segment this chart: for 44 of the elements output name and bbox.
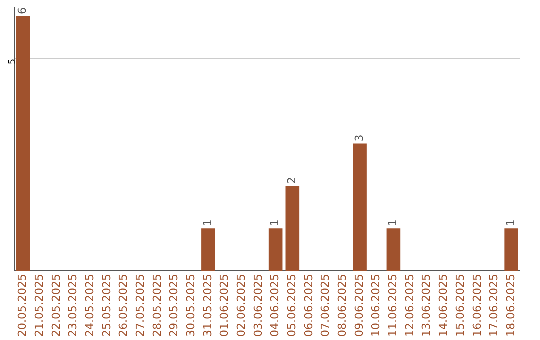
- data-label: 3: [352, 134, 366, 142]
- bar: [286, 186, 300, 272]
- x-tick-label: 21.05.2025: [32, 274, 46, 338]
- x-tick-label: 28.05.2025: [150, 274, 164, 338]
- x-tick-label: 29.05.2025: [168, 274, 181, 338]
- x-tick-label: 16.06.2025: [470, 274, 484, 338]
- data-label: 6: [16, 7, 30, 14]
- data-label: 1: [201, 220, 214, 227]
- x-tick-label: 03.06.2025: [252, 274, 265, 338]
- x-tick-label: 02.06.2025: [235, 274, 248, 338]
- bar: [16, 16, 30, 272]
- data-label: 1: [268, 220, 282, 227]
- x-tick-label: 06.06.2025: [302, 274, 316, 338]
- x-tick-label: 14.06.2025: [437, 274, 450, 338]
- x-tick-label: 17.06.2025: [488, 274, 501, 338]
- x-tick-label: 30.05.2025: [184, 274, 198, 338]
- x-tick-label: 31.05.2025: [201, 274, 214, 338]
- x-tick-label: 11.06.2025: [386, 274, 400, 338]
- x-tick-label: 08.06.2025: [336, 274, 350, 338]
- x-tick-label: 12.06.2025: [403, 274, 416, 338]
- data-label: 1: [386, 220, 400, 227]
- x-tick-label: 27.05.2025: [134, 274, 147, 338]
- bar: [202, 228, 216, 272]
- x-tick-label: 07.06.2025: [319, 274, 332, 338]
- x-tick-label: 22.05.2025: [50, 274, 63, 338]
- bar: [386, 228, 401, 272]
- x-tick-label: 04.06.2025: [268, 274, 282, 338]
- bar: [353, 144, 367, 272]
- x-tick-label: 24.05.2025: [83, 274, 96, 338]
- x-tick-label: 15.06.2025: [454, 274, 467, 338]
- x-tick-label: 05.06.2025: [286, 274, 299, 338]
- x-tick-label: 26.05.2025: [117, 274, 130, 338]
- x-tick-label: 13.06.2025: [420, 274, 434, 338]
- x-tick-label: 23.05.2025: [66, 274, 80, 338]
- x-tick-label: 09.06.2025: [352, 274, 366, 338]
- x-tick-label: 25.05.2025: [100, 274, 114, 338]
- data-label: 2: [286, 177, 299, 184]
- x-tick-label: 01.06.2025: [218, 274, 232, 338]
- x-tick-label: 10.06.2025: [370, 274, 383, 338]
- x-tick-label: 18.06.2025: [504, 274, 518, 338]
- bar: [268, 228, 283, 272]
- x-tick-label: 20.05.2025: [16, 274, 30, 338]
- bar: [504, 228, 518, 272]
- data-label: 1: [504, 220, 518, 227]
